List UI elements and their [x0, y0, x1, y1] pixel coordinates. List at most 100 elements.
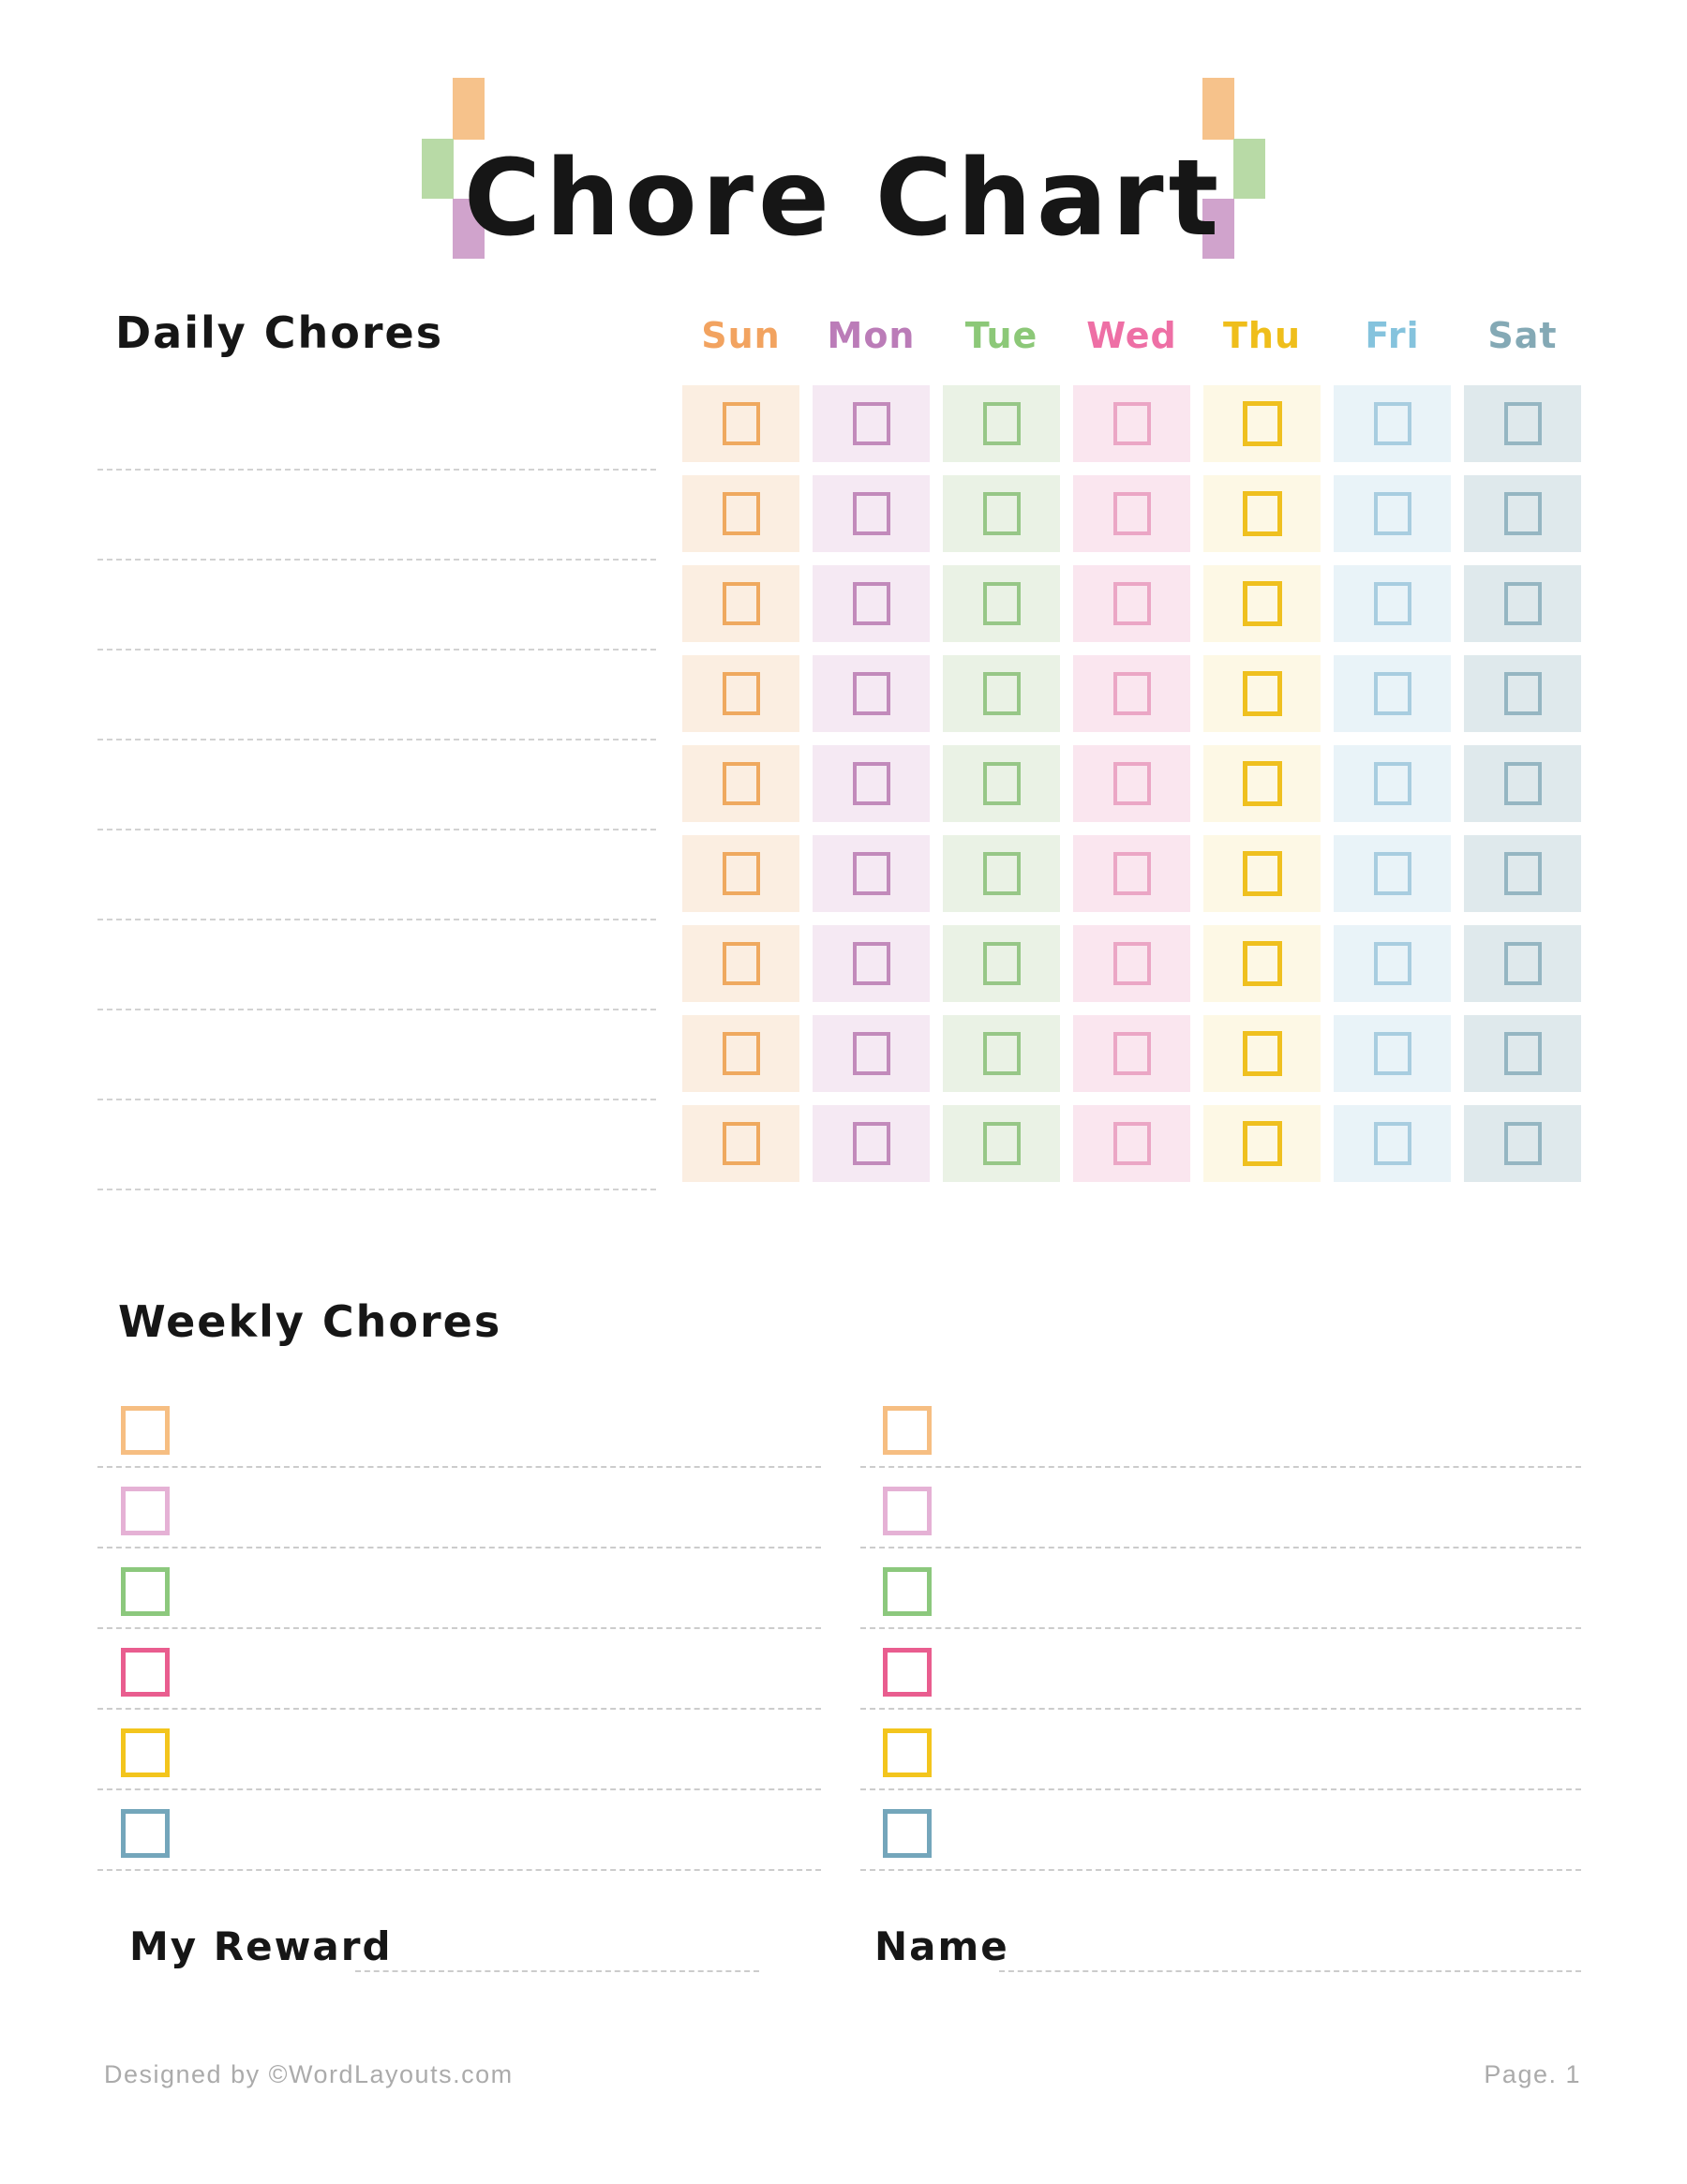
daily-checkbox-fri-row8[interactable] — [1373, 1032, 1411, 1075]
daily-checkbox-fri-row2[interactable] — [1373, 492, 1411, 535]
weekly-checkbox-right-4[interactable] — [883, 1648, 932, 1697]
daily-checkbox-fri-row3[interactable] — [1373, 582, 1411, 625]
daily-checkbox-tue-row8[interactable] — [982, 1032, 1021, 1075]
weekly-checkbox-right-3[interactable] — [883, 1567, 932, 1616]
daily-checkbox-mon-row4[interactable] — [852, 672, 890, 715]
day-header-mon: Mon — [827, 315, 916, 356]
daily-checkbox-tue-row3[interactable] — [982, 582, 1021, 625]
weekly-chore-input-line-right-6[interactable] — [860, 1869, 1581, 1871]
daily-checkbox-mon-row2[interactable] — [852, 492, 890, 535]
daily-checkbox-thu-row9[interactable] — [1242, 1121, 1282, 1166]
daily-checkbox-sat-row2[interactable] — [1503, 492, 1542, 535]
daily-checkbox-thu-row8[interactable] — [1242, 1031, 1282, 1076]
weekly-chore-input-line-left-3[interactable] — [97, 1627, 821, 1629]
daily-checkbox-mon-row1[interactable] — [852, 402, 890, 445]
weekly-chore-input-line-right-1[interactable] — [860, 1466, 1581, 1468]
daily-checkbox-sat-row6[interactable] — [1503, 852, 1542, 895]
day-header-thu: Thu — [1222, 315, 1302, 356]
daily-checkbox-tue-row5[interactable] — [982, 762, 1021, 805]
weekly-chore-input-line-left-2[interactable] — [97, 1547, 821, 1548]
daily-checkbox-sun-row2[interactable] — [722, 492, 760, 535]
daily-checkbox-sat-row7[interactable] — [1503, 942, 1542, 985]
daily-checkbox-wed-row6[interactable] — [1112, 852, 1151, 895]
weekly-chore-input-line-right-4[interactable] — [860, 1708, 1581, 1710]
daily-chore-input-line-5[interactable] — [97, 829, 656, 830]
daily-checkbox-thu-row1[interactable] — [1242, 401, 1282, 446]
weekly-chore-input-line-left-1[interactable] — [97, 1466, 821, 1468]
daily-checkbox-sat-row5[interactable] — [1503, 762, 1542, 805]
daily-checkbox-wed-row7[interactable] — [1112, 942, 1151, 985]
daily-chore-input-line-7[interactable] — [97, 1009, 656, 1010]
weekly-checkbox-left-2[interactable] — [121, 1487, 170, 1535]
daily-checkbox-sun-row8[interactable] — [722, 1032, 760, 1075]
daily-checkbox-wed-row1[interactable] — [1112, 402, 1151, 445]
daily-chore-input-line-8[interactable] — [97, 1099, 656, 1100]
daily-chore-input-line-3[interactable] — [97, 649, 656, 651]
daily-checkbox-wed-row4[interactable] — [1112, 672, 1151, 715]
weekly-checkbox-right-5[interactable] — [883, 1728, 932, 1777]
daily-checkbox-fri-row7[interactable] — [1373, 942, 1411, 985]
daily-chore-input-line-4[interactable] — [97, 739, 656, 740]
daily-chore-input-line-1[interactable] — [97, 469, 656, 471]
daily-checkbox-sun-row3[interactable] — [722, 582, 760, 625]
weekly-chore-input-line-right-3[interactable] — [860, 1627, 1581, 1629]
weekly-chore-input-line-left-4[interactable] — [97, 1708, 821, 1710]
daily-checkbox-sun-row6[interactable] — [722, 852, 760, 895]
daily-checkbox-thu-row6[interactable] — [1242, 851, 1282, 896]
daily-checkbox-mon-row6[interactable] — [852, 852, 890, 895]
daily-checkbox-wed-row2[interactable] — [1112, 492, 1151, 535]
daily-checkbox-tue-row1[interactable] — [982, 402, 1021, 445]
weekly-chore-input-line-left-6[interactable] — [97, 1869, 821, 1871]
weekly-chore-input-line-right-2[interactable] — [860, 1547, 1581, 1548]
weekly-checkbox-left-5[interactable] — [121, 1728, 170, 1777]
weekly-checkbox-right-2[interactable] — [883, 1487, 932, 1535]
weekly-checkbox-left-1[interactable] — [121, 1406, 170, 1455]
weekly-checkbox-right-6[interactable] — [883, 1809, 932, 1858]
daily-checkbox-mon-row5[interactable] — [852, 762, 890, 805]
daily-chore-input-line-9[interactable] — [97, 1189, 656, 1190]
daily-checkbox-thu-row3[interactable] — [1242, 581, 1282, 626]
my-reward-input-line[interactable] — [355, 1970, 759, 1972]
daily-checkbox-mon-row8[interactable] — [852, 1032, 890, 1075]
daily-chore-input-line-6[interactable] — [97, 919, 656, 920]
daily-checkbox-sun-row5[interactable] — [722, 762, 760, 805]
daily-checkbox-sat-row4[interactable] — [1503, 672, 1542, 715]
daily-checkbox-thu-row4[interactable] — [1242, 671, 1282, 716]
daily-chore-input-line-2[interactable] — [97, 559, 656, 561]
weekly-checkbox-left-4[interactable] — [121, 1648, 170, 1697]
weekly-chore-input-line-left-5[interactable] — [97, 1788, 821, 1790]
daily-checkbox-tue-row2[interactable] — [982, 492, 1021, 535]
weekly-checkbox-left-3[interactable] — [121, 1567, 170, 1616]
daily-checkbox-sat-row9[interactable] — [1503, 1122, 1542, 1165]
daily-checkbox-mon-row3[interactable] — [852, 582, 890, 625]
daily-checkbox-thu-row2[interactable] — [1242, 491, 1282, 536]
daily-checkbox-sat-row3[interactable] — [1503, 582, 1542, 625]
name-input-line[interactable] — [999, 1970, 1581, 1972]
daily-checkbox-tue-row9[interactable] — [982, 1122, 1021, 1165]
daily-checkbox-sun-row7[interactable] — [722, 942, 760, 985]
daily-checkbox-fri-row6[interactable] — [1373, 852, 1411, 895]
daily-checkbox-sat-row1[interactable] — [1503, 402, 1542, 445]
daily-checkbox-sun-row1[interactable] — [722, 402, 760, 445]
daily-checkbox-tue-row7[interactable] — [982, 942, 1021, 985]
weekly-checkbox-right-1[interactable] — [883, 1406, 932, 1455]
weekly-chore-input-line-right-5[interactable] — [860, 1788, 1581, 1790]
daily-checkbox-mon-row7[interactable] — [852, 942, 890, 985]
daily-checkbox-fri-row5[interactable] — [1373, 762, 1411, 805]
daily-checkbox-sat-row8[interactable] — [1503, 1032, 1542, 1075]
daily-checkbox-fri-row9[interactable] — [1373, 1122, 1411, 1165]
daily-checkbox-sun-row4[interactable] — [722, 672, 760, 715]
daily-checkbox-tue-row6[interactable] — [982, 852, 1021, 895]
daily-checkbox-wed-row9[interactable] — [1112, 1122, 1151, 1165]
daily-checkbox-wed-row5[interactable] — [1112, 762, 1151, 805]
daily-checkbox-fri-row4[interactable] — [1373, 672, 1411, 715]
daily-checkbox-thu-row5[interactable] — [1242, 761, 1282, 806]
daily-checkbox-wed-row8[interactable] — [1112, 1032, 1151, 1075]
daily-checkbox-wed-row3[interactable] — [1112, 582, 1151, 625]
daily-checkbox-thu-row7[interactable] — [1242, 941, 1282, 986]
daily-checkbox-sun-row9[interactable] — [722, 1122, 760, 1165]
daily-checkbox-mon-row9[interactable] — [852, 1122, 890, 1165]
weekly-checkbox-left-6[interactable] — [121, 1809, 170, 1858]
daily-checkbox-tue-row4[interactable] — [982, 672, 1021, 715]
daily-checkbox-fri-row1[interactable] — [1373, 402, 1411, 445]
